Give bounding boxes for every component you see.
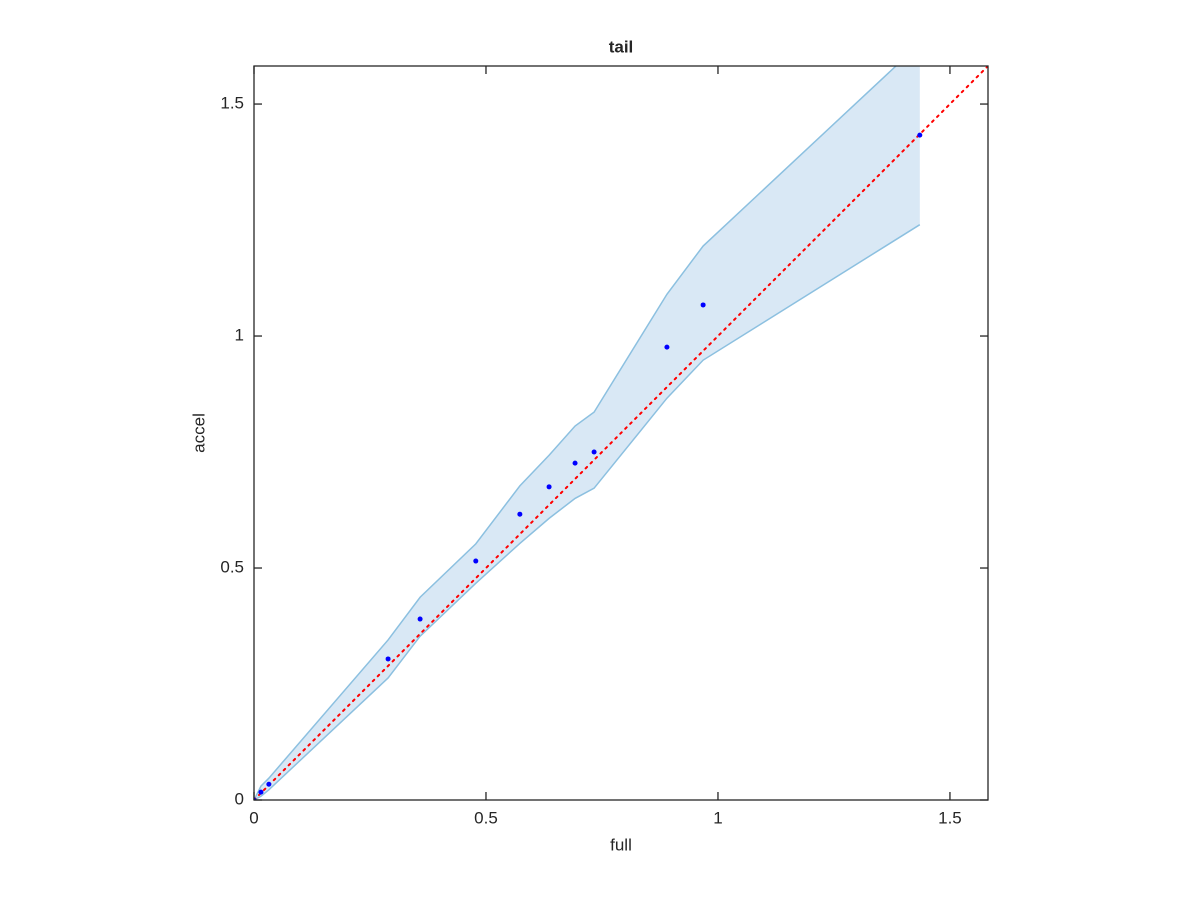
x-tick-label: 0	[249, 808, 258, 827]
x-tick-label: 1	[713, 808, 722, 827]
y-tick-label: 1	[235, 326, 244, 345]
data-point	[917, 132, 923, 138]
y-tick-label: 0.5	[220, 557, 244, 576]
data-point	[417, 616, 423, 622]
confidence-band	[254, 66, 920, 800]
x-tick-label: 0.5	[474, 808, 498, 827]
band-lower-edge	[254, 224, 921, 800]
data-point	[546, 484, 552, 490]
data-point	[258, 789, 264, 795]
data-point	[572, 460, 578, 466]
y-tick-label: 1.5	[220, 94, 244, 113]
data-point	[700, 302, 706, 308]
data-point	[385, 656, 391, 662]
axes: 0 0.5 1 1.5 0 0.5 1 1.5	[220, 65, 989, 827]
x-tick-label: 1.5	[938, 808, 962, 827]
reference-line	[254, 66, 988, 800]
band-upper-edge	[254, 66, 898, 800]
data-point	[473, 558, 479, 564]
y-tick-label: 0	[235, 789, 244, 808]
x-axis-label: full	[610, 835, 632, 854]
data-point	[591, 449, 597, 455]
chart-title: tail	[609, 37, 634, 56]
data-point	[517, 511, 523, 517]
axes-box	[253, 65, 989, 801]
data-point	[664, 344, 670, 350]
plot-area	[254, 66, 988, 800]
y-axis-label: accel	[189, 413, 208, 453]
data-point	[266, 781, 272, 787]
